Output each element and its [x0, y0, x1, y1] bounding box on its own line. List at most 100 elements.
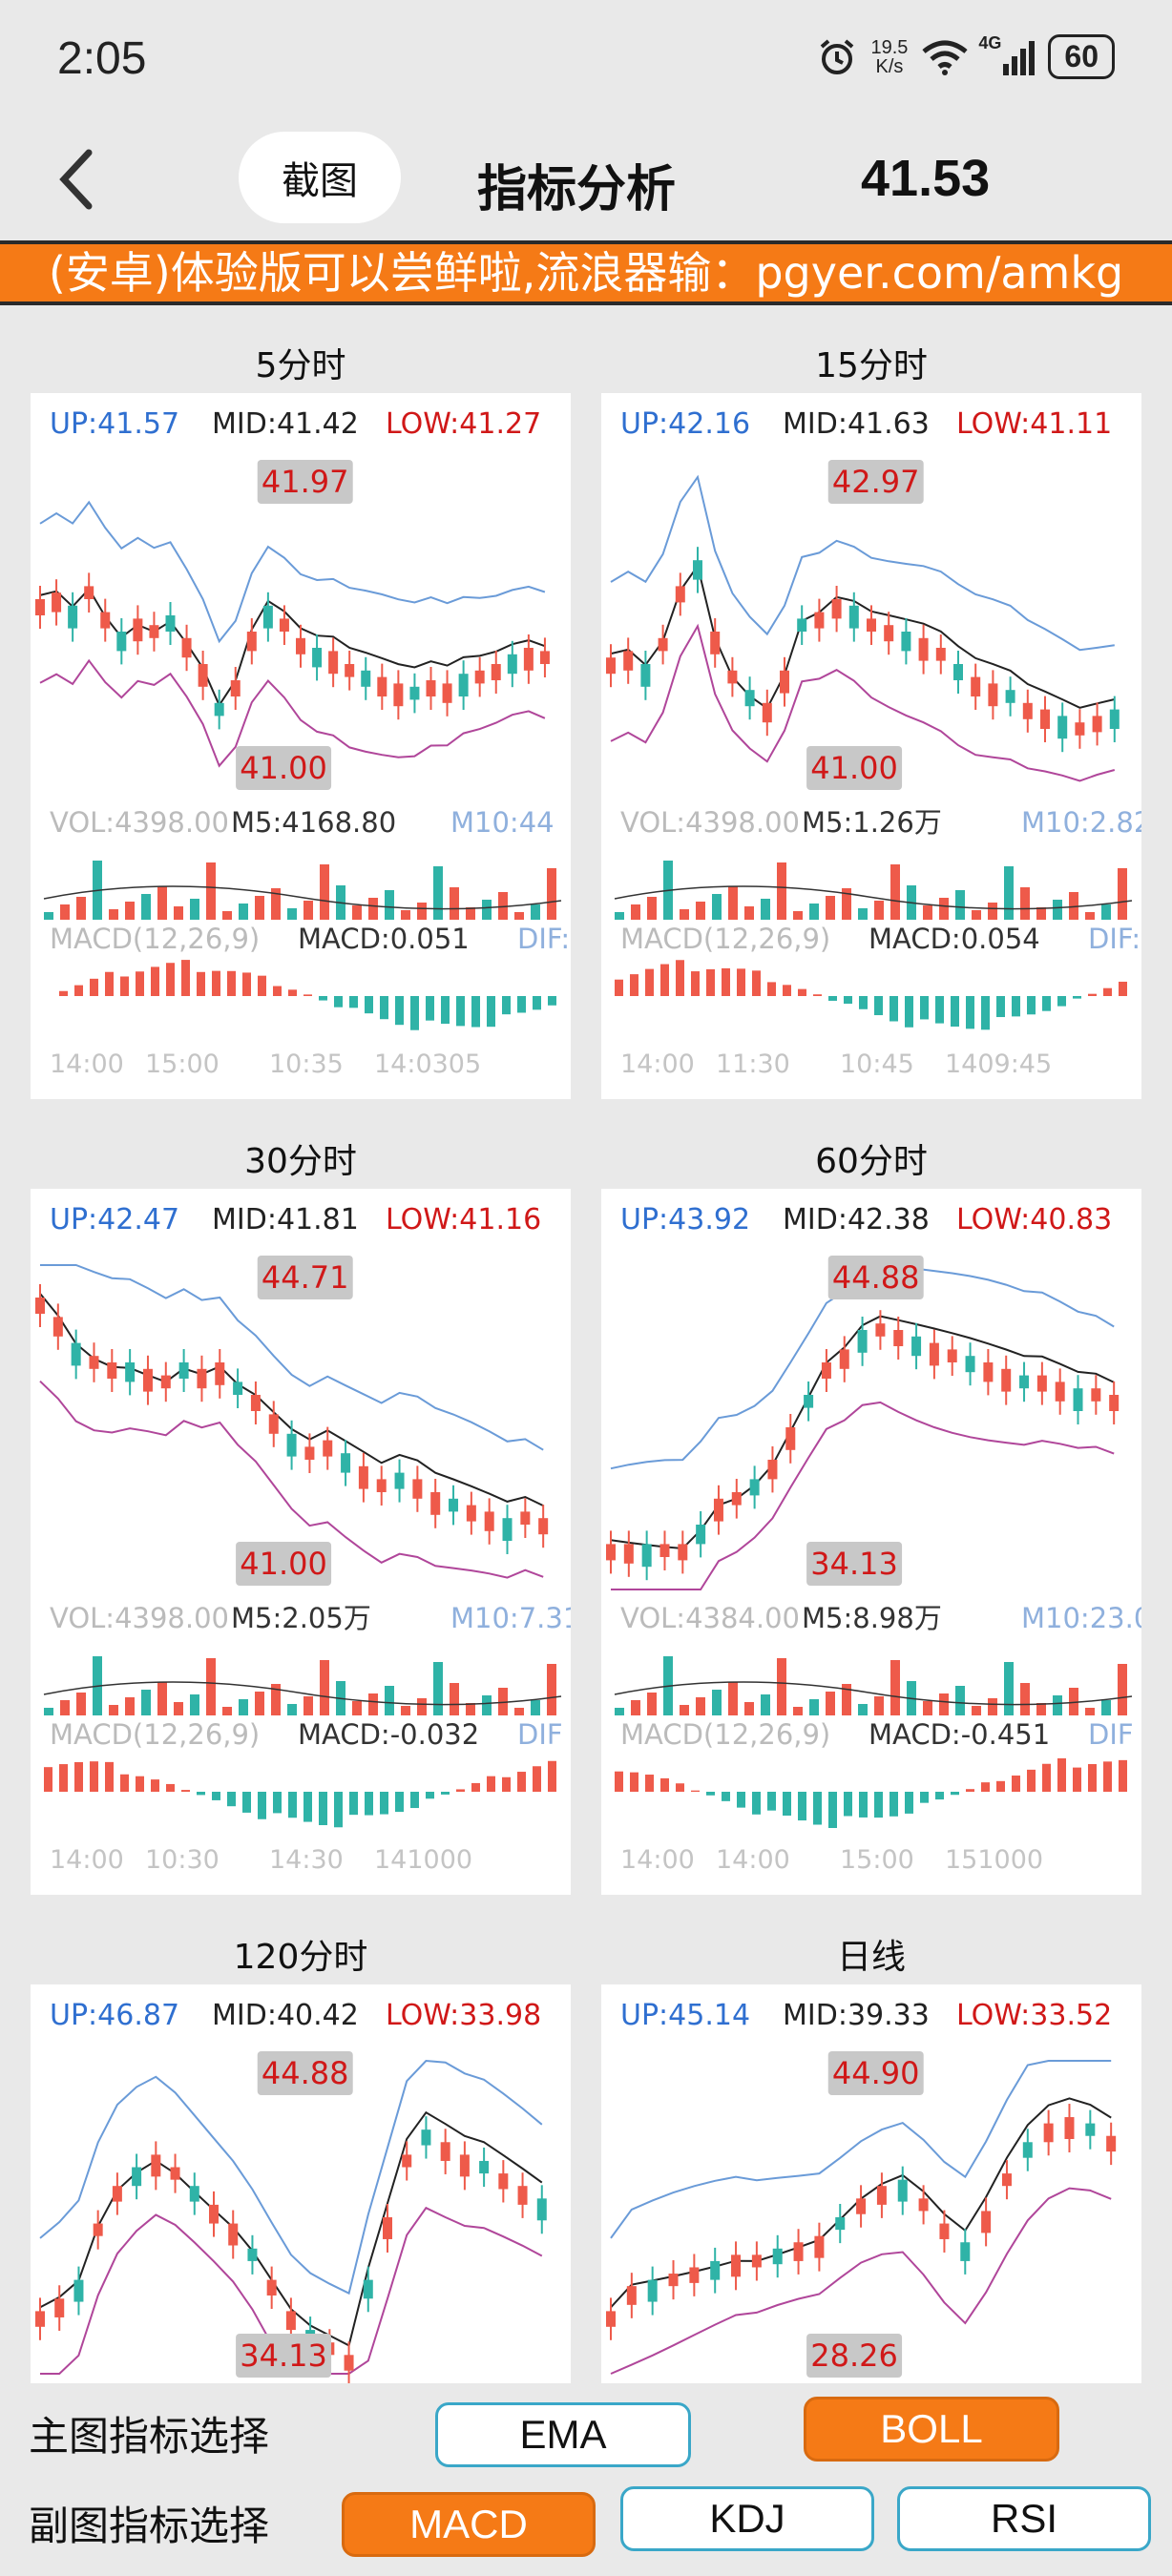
boll-mid-label: MID:41.81 [212, 1203, 359, 1236]
candle [358, 1465, 368, 1489]
macd-bar [120, 976, 129, 996]
candle [491, 664, 501, 680]
high-price-value: 42.97 [832, 464, 920, 500]
time-axis-label: 14:00 [620, 1845, 695, 1875]
volume-label: VOL:4398.00 [620, 806, 800, 839]
candle [918, 2198, 929, 2212]
macd-dif-label: DIF [1088, 1718, 1134, 1751]
boll-upper-band [40, 1264, 544, 1451]
macd-bar [691, 971, 700, 996]
macd-bar [691, 1790, 700, 1792]
boll-button[interactable]: BOLL [804, 2397, 1059, 2462]
high-tag-bg [827, 460, 924, 504]
macd-name-label: MACD(12,26,9) [620, 1718, 830, 1751]
macd-bar [828, 1792, 837, 1828]
macd-bar [966, 1789, 974, 1792]
volume-bar [1004, 1662, 1014, 1715]
macd-bar [151, 1779, 159, 1792]
volume-m5-label: M5:1.26万 [802, 806, 942, 839]
candle [696, 1525, 706, 1545]
macd-bar [548, 1760, 556, 1792]
low-price-value: 28.26 [810, 2337, 898, 2374]
volume-bar [271, 1684, 281, 1715]
volume-bar [320, 1660, 329, 1715]
candle [250, 1395, 261, 1411]
low-price-tag: 34.13 [806, 1542, 903, 1586]
candle [641, 1544, 652, 1568]
macd-bar [859, 996, 868, 1009]
candle [228, 2223, 239, 2246]
macd-bar [441, 996, 450, 1024]
high-price-tag: 44.90 [827, 2051, 924, 2095]
macd-bar [615, 979, 623, 996]
promo-banner[interactable]: (安卓)体验版可以尝鲜啦,流浪器输：pgyer.com/amkg [0, 240, 1172, 305]
candle [165, 615, 176, 632]
macd-bar [166, 1783, 175, 1792]
volume-ma-line [614, 1681, 1133, 1706]
kdj-button[interactable]: KDJ [620, 2486, 874, 2551]
chart-card[interactable]: UP:42.47 MID:41.81 LOW:41.16 44.71 41.00 VOL:… [31, 1189, 571, 1895]
boll-mid-label: MID:41.42 [212, 407, 359, 441]
candle [693, 560, 702, 580]
volume-m10-label: M10:7.31 [450, 1602, 571, 1634]
candle [376, 1479, 387, 1492]
candle [160, 1375, 171, 1389]
candle [84, 586, 94, 599]
macd-button[interactable]: MACD [342, 2492, 596, 2557]
volume-bar [482, 1695, 492, 1715]
candle [426, 680, 436, 696]
high-price-tag: 42.97 [827, 460, 924, 504]
macd-bar [456, 1789, 465, 1792]
macd-bar [645, 968, 654, 996]
high-tag-bg [257, 460, 353, 504]
low-tag-bg [236, 1542, 332, 1586]
volume-bar [450, 887, 459, 920]
volume-bar [482, 900, 492, 920]
candle [344, 2355, 354, 2371]
macd-bar [752, 970, 761, 996]
volume-bar [826, 1692, 835, 1715]
chart-card[interactable]: UP:46.87 MID:40.42 LOW:33.98 44.88 34.13 [31, 1984, 571, 2383]
macd-name-label: MACD(12,26,9) [50, 1718, 260, 1751]
macd-bar [166, 963, 175, 996]
high-price-value: 41.97 [262, 464, 349, 500]
macd-bar [227, 1792, 236, 1807]
macd-bar [517, 1772, 526, 1792]
chart-card[interactable]: UP:41.57 MID:41.42 LOW:41.27 41.97 41.00 VOL:… [31, 393, 571, 1099]
screenshot-button[interactable]: 截图 [239, 132, 401, 223]
rsi-button[interactable]: RSI [897, 2486, 1151, 2551]
high-tag-bg [257, 1256, 353, 1299]
volume-m10-label: M10:23.0 [1021, 1602, 1141, 1634]
chart-card[interactable]: UP:43.92 MID:42.38 LOW:40.83 44.88 34.13 VOL:… [601, 1189, 1141, 1895]
chart-card[interactable]: UP:42.16 MID:41.63 LOW:41.11 42.97 41.00 VOL:… [601, 393, 1141, 1099]
volume-bar [647, 897, 657, 920]
candle [751, 2254, 762, 2268]
candle [901, 632, 911, 652]
candle [839, 1349, 849, 1369]
macd-bar [935, 996, 944, 1024]
macd-bar [767, 1792, 776, 1811]
time-axis-label: 10:30 [145, 1845, 220, 1875]
back-button[interactable] [42, 141, 109, 218]
time-axis-label: 15:00 [840, 1845, 914, 1875]
candle [466, 1505, 476, 1522]
volume-bar [1036, 1703, 1046, 1715]
candle [151, 2154, 161, 2177]
candle [640, 664, 651, 687]
candle [804, 1395, 814, 1408]
chart-card[interactable]: UP:45.14 MID:39.33 LOW:33.52 44.90 28.26 [601, 1984, 1141, 2383]
candle [814, 2235, 825, 2258]
macd-bar [1042, 996, 1051, 1011]
time-axis-label: 141000 [374, 1845, 472, 1875]
candle [459, 2154, 470, 2177]
high-price-value: 44.88 [262, 2055, 349, 2091]
candle [767, 1460, 778, 1480]
candle [296, 637, 305, 654]
volume-bar [450, 1683, 459, 1715]
ema-button[interactable]: EMA [435, 2402, 691, 2467]
volume-bar [271, 888, 281, 920]
volume-ma-line [43, 1681, 562, 1706]
high-tag-bg [827, 2051, 924, 2095]
macd-bar [981, 1782, 990, 1792]
macd-bar [1073, 1767, 1081, 1792]
